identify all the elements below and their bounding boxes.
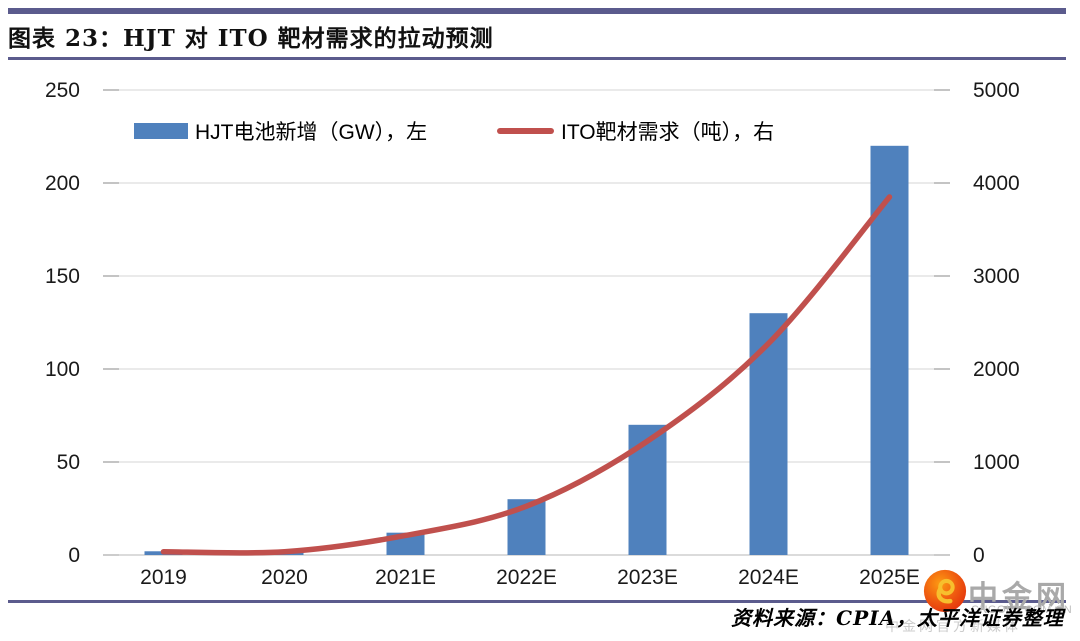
watermark-brand: 中金网 — [968, 581, 1070, 614]
x-axis-label: 2025E — [859, 566, 920, 589]
right-axis-label: 0 — [973, 544, 985, 567]
logo-swirl-tail — [936, 586, 953, 604]
legend-label-bars: HJT电池新增（GW），左 — [195, 121, 428, 144]
top-divider — [8, 8, 1066, 14]
bar-2024E — [749, 313, 788, 555]
legend-item-line: ITO靶材需求（吨），右 — [497, 119, 775, 144]
left-axis-label: 250 — [45, 79, 80, 102]
trend-line — [160, 194, 893, 556]
watermark-domain: CNGOLD.COM.CN — [971, 604, 1073, 616]
swirl-flame-icon — [923, 569, 967, 613]
left-axis-label: 200 — [45, 172, 80, 195]
line-series-swatch-icon — [497, 128, 554, 134]
x-axis-label: 2023E — [617, 566, 678, 589]
chart-legend: HJT电池新增（GW），左 ITO靶材需求（吨），右 — [0, 119, 1080, 144]
legend-label-line: ITO靶材需求（吨），右 — [561, 121, 775, 144]
right-axis-label: 1000 — [973, 451, 1020, 474]
x-axis-label: 2020 — [261, 566, 308, 589]
bar-series-swatch-icon — [134, 123, 188, 139]
x-axis-label: 2024E — [738, 566, 799, 589]
source-note: 资料来源：CPIA，太平洋证券整理 — [731, 606, 1064, 630]
title-divider — [8, 57, 1066, 60]
left-axis-label: 100 — [45, 358, 80, 381]
x-axis-label: 2022E — [496, 566, 557, 589]
left-axis-label: 0 — [68, 544, 80, 567]
right-axis-label: 5000 — [973, 79, 1020, 102]
right-axis-label: 3000 — [973, 265, 1020, 288]
watermark: 中金网官方新媒体 中金网 CNGOLD.COM.CN — [885, 566, 1080, 641]
page-title: 图表 23：HJT 对 ITO 靶材需求的拉动预测 — [8, 25, 494, 52]
x-axis-label: 2021E — [375, 566, 436, 589]
right-axis-label: 2000 — [973, 358, 1020, 381]
legend-item-bars: HJT电池新增（GW），左 — [134, 119, 428, 144]
logo-circle — [923, 569, 967, 613]
x-axis-label: 2019 — [140, 566, 187, 589]
bottom-divider — [8, 600, 1066, 603]
left-axis-label: 50 — [57, 451, 80, 474]
watermark-tagline: 中金网官方新媒体 — [885, 618, 1021, 634]
right-axis-label: 4000 — [973, 172, 1020, 195]
bar-2025E — [870, 145, 909, 556]
chart-canvas: 0 50 100 150 200 250 0 1000 2000 3000 4000 5000 2019… — [45, 79, 1020, 589]
left-axis-label: 150 — [45, 265, 80, 288]
